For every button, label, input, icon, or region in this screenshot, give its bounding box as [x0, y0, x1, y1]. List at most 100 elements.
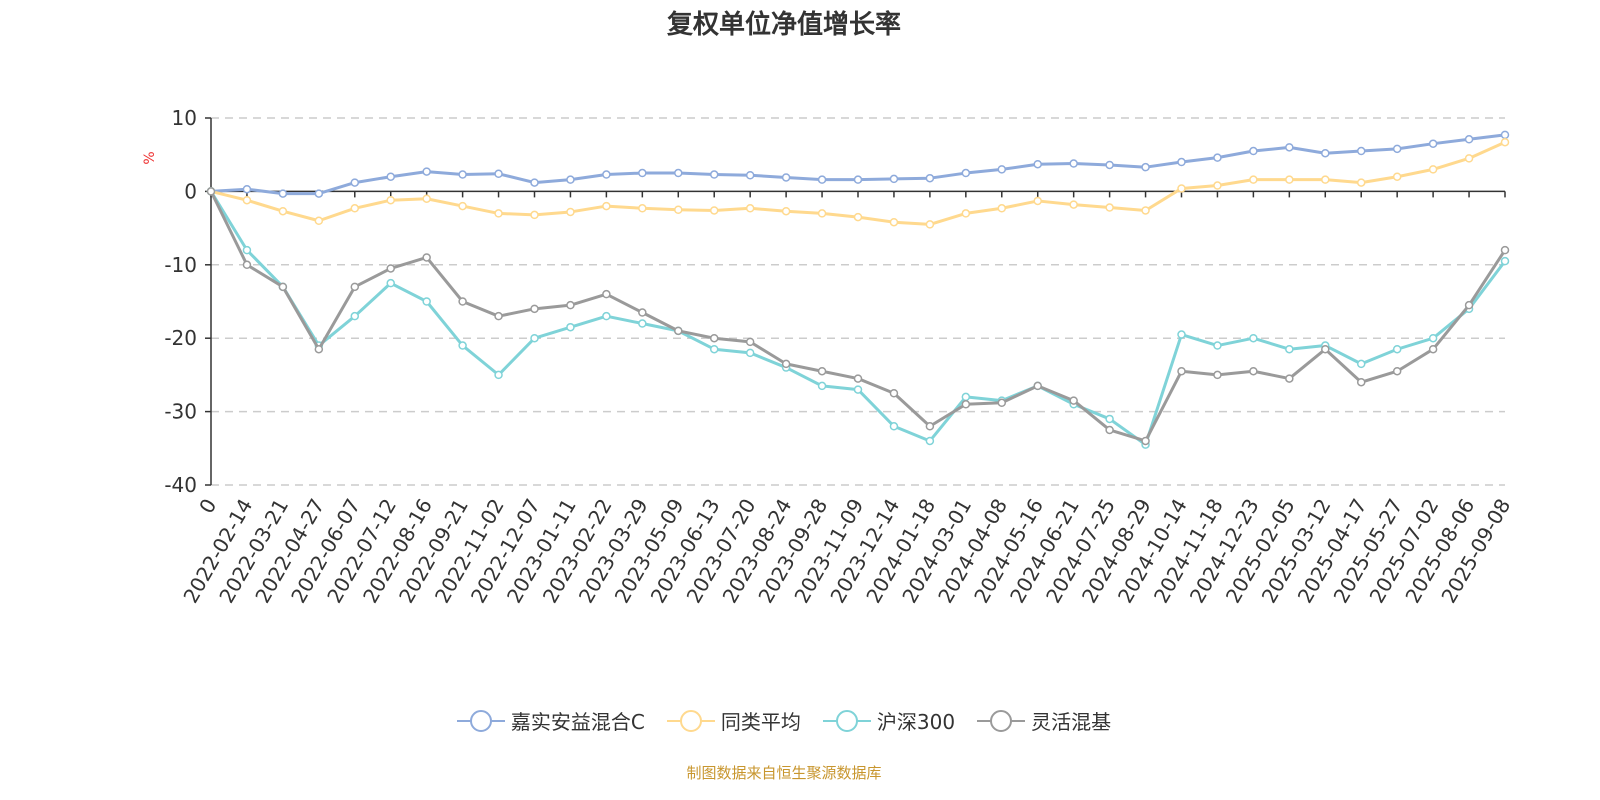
y-tick-label: 10 [172, 106, 197, 130]
y-tick-label: -30 [164, 400, 197, 424]
data-point [889, 422, 899, 431]
legend-label: 同类平均 [720, 710, 801, 734]
data-point [1285, 374, 1294, 383]
y-tick-label: -20 [164, 326, 197, 350]
data-point [386, 172, 395, 181]
data-point [997, 165, 1007, 174]
data-point [530, 178, 539, 187]
legend-item[interactable]: 灵活混基 [977, 706, 1111, 735]
data-point [925, 422, 935, 431]
data-point [278, 206, 288, 216]
data-point [709, 206, 719, 215]
data-point [1356, 178, 1366, 187]
data-point [1285, 143, 1294, 152]
data-point [853, 374, 863, 383]
data-point [1285, 344, 1294, 354]
data-point [781, 359, 791, 369]
data-point [494, 169, 503, 179]
series-0 [206, 130, 1510, 198]
data-point [638, 168, 647, 178]
data-point [1500, 256, 1510, 266]
data-point [817, 381, 827, 391]
y-tick-label: 0 [184, 179, 197, 203]
data-point [1213, 181, 1222, 190]
data-point [745, 204, 755, 213]
data-point [781, 206, 791, 216]
data-point [781, 173, 791, 182]
legend-item[interactable]: 沪深300 [822, 706, 956, 735]
legend-label: 嘉实安益混合C [510, 710, 645, 734]
data-point [386, 264, 395, 273]
data-point [853, 212, 863, 222]
data-point [1033, 381, 1042, 391]
data-point [1141, 162, 1150, 172]
data-point [422, 253, 431, 262]
y-axis-label: % [142, 151, 158, 164]
series-3 [206, 187, 1510, 446]
data-point [1464, 135, 1474, 144]
data-point [1428, 344, 1438, 354]
data-point [1500, 137, 1510, 147]
data-point [1213, 341, 1222, 350]
data-point [1105, 203, 1114, 212]
data-point [350, 282, 360, 292]
data-point [1500, 245, 1510, 255]
data-point [566, 175, 575, 184]
data-point [1392, 344, 1402, 354]
data-point [961, 209, 971, 218]
data-point [997, 204, 1007, 213]
data-point [458, 170, 467, 179]
y-tick-label: -10 [164, 253, 197, 277]
data-point [530, 333, 539, 343]
data-point [1321, 344, 1330, 354]
legend-item[interactable]: 嘉实安益混合C [456, 706, 645, 735]
data-point [422, 167, 431, 176]
data-point [1428, 139, 1438, 148]
data-point [1392, 366, 1402, 376]
x-tick-label: 0 [194, 495, 221, 518]
data-point [530, 304, 539, 314]
data-point [709, 170, 719, 179]
data-point [1392, 144, 1402, 154]
data-point [242, 245, 252, 255]
y-tick-label: -40 [164, 473, 197, 497]
data-point [602, 311, 611, 321]
data-point [889, 174, 899, 184]
data-point [422, 297, 431, 306]
data-point [674, 168, 683, 178]
data-point [961, 392, 971, 402]
data-point [961, 400, 971, 409]
data-point [1105, 414, 1114, 424]
data-point [1033, 196, 1042, 206]
series-2 [206, 187, 1510, 449]
data-point [853, 385, 863, 394]
data-point [566, 207, 575, 217]
legend-label: 沪深300 [876, 710, 956, 734]
data-point [1069, 396, 1078, 405]
data-point [350, 204, 360, 213]
legend-item[interactable]: 同类平均 [666, 706, 801, 735]
legend-marker-icon [822, 709, 871, 732]
data-point [458, 201, 467, 211]
data-point [1141, 436, 1150, 446]
series-line [210, 133, 1506, 196]
legend-marker-icon [666, 709, 715, 732]
data-point [242, 195, 252, 205]
data-point [1321, 175, 1330, 184]
data-point [530, 210, 539, 220]
data-point [566, 322, 575, 332]
data-point [889, 217, 899, 227]
data-point [1428, 165, 1438, 174]
series-1 [206, 137, 1510, 229]
data-point [889, 389, 899, 398]
data-point [422, 194, 431, 203]
data-point [278, 282, 288, 292]
data-point [1141, 206, 1150, 215]
legend: 嘉实安益混合C 同类平均 沪深300 灵活混基 [0, 706, 1568, 735]
data-point [206, 187, 216, 196]
data-point [745, 171, 755, 180]
data-point [961, 168, 971, 178]
data-point [1356, 359, 1366, 369]
data-point [925, 220, 935, 229]
